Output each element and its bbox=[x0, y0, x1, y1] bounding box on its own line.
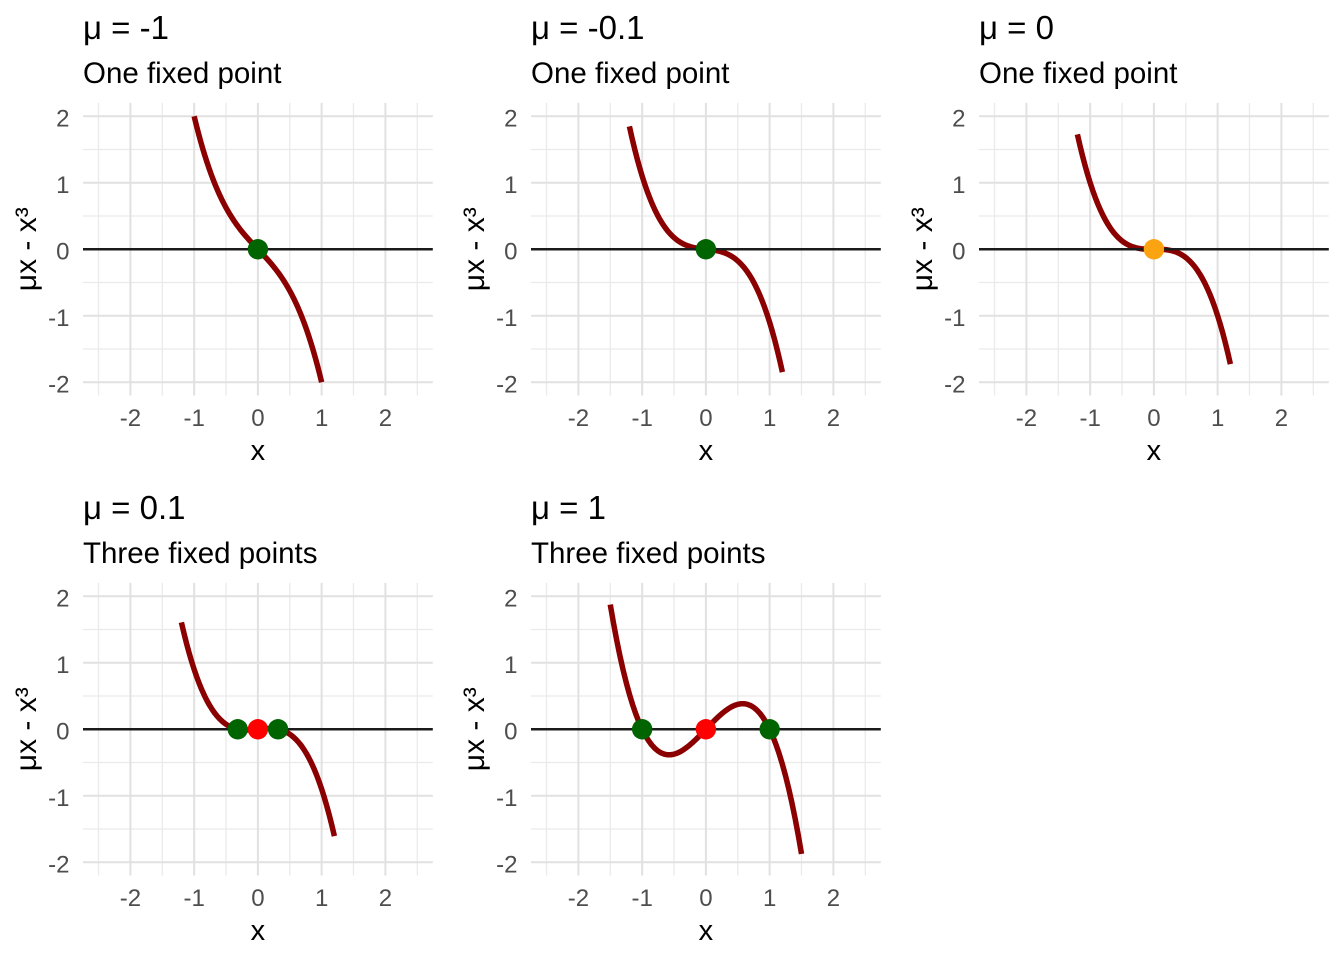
svg-text:x: x bbox=[699, 435, 714, 467]
svg-text:-1: -1 bbox=[631, 405, 652, 432]
svg-text:-2: -2 bbox=[48, 852, 69, 879]
svg-text:μ = -1: μ = -1 bbox=[83, 9, 169, 46]
svg-text:x: x bbox=[699, 915, 714, 947]
svg-text:0: 0 bbox=[56, 239, 69, 266]
svg-text:-1: -1 bbox=[1079, 405, 1100, 432]
svg-text:-1: -1 bbox=[496, 305, 517, 332]
svg-text:-2: -2 bbox=[496, 852, 517, 879]
svg-text:μx - x³: μx - x³ bbox=[458, 687, 491, 771]
svg-text:-2: -2 bbox=[568, 405, 589, 432]
svg-text:1: 1 bbox=[56, 172, 69, 199]
svg-text:2: 2 bbox=[379, 885, 392, 912]
svg-text:Three fixed points: Three fixed points bbox=[83, 537, 318, 570]
svg-text:2: 2 bbox=[56, 106, 69, 133]
svg-text:0: 0 bbox=[251, 885, 264, 912]
svg-text:-1: -1 bbox=[496, 785, 517, 812]
svg-text:-1: -1 bbox=[183, 405, 204, 432]
svg-text:x: x bbox=[251, 435, 266, 467]
svg-text:μx - x³: μx - x³ bbox=[10, 207, 43, 291]
svg-text:μ = 0.1: μ = 0.1 bbox=[83, 489, 186, 526]
svg-text:x: x bbox=[251, 915, 266, 947]
svg-text:μ = -0.1: μ = -0.1 bbox=[531, 9, 645, 46]
svg-text:μx - x³: μx - x³ bbox=[906, 207, 939, 291]
svg-text:1: 1 bbox=[315, 405, 328, 432]
svg-text:0: 0 bbox=[1147, 405, 1160, 432]
svg-text:-1: -1 bbox=[183, 885, 204, 912]
svg-text:0: 0 bbox=[251, 405, 264, 432]
svg-text:0: 0 bbox=[504, 719, 517, 746]
svg-text:-2: -2 bbox=[120, 885, 141, 912]
svg-text:0: 0 bbox=[504, 239, 517, 266]
svg-text:2: 2 bbox=[504, 586, 517, 613]
svg-text:Three fixed points: Three fixed points bbox=[531, 537, 766, 570]
svg-text:One fixed point: One fixed point bbox=[83, 57, 281, 90]
svg-text:-2: -2 bbox=[120, 405, 141, 432]
svg-text:1: 1 bbox=[315, 885, 328, 912]
svg-text:0: 0 bbox=[56, 719, 69, 746]
svg-text:2: 2 bbox=[827, 405, 840, 432]
svg-text:0: 0 bbox=[699, 405, 712, 432]
svg-text:2: 2 bbox=[952, 106, 965, 133]
svg-text:2: 2 bbox=[1275, 405, 1288, 432]
svg-text:μ = 1: μ = 1 bbox=[531, 489, 606, 526]
svg-text:-2: -2 bbox=[48, 372, 69, 399]
svg-text:-2: -2 bbox=[1016, 405, 1037, 432]
svg-text:-2: -2 bbox=[568, 885, 589, 912]
svg-text:One fixed point: One fixed point bbox=[979, 57, 1177, 90]
svg-text:1: 1 bbox=[1211, 405, 1224, 432]
svg-text:1: 1 bbox=[504, 172, 517, 199]
svg-text:-1: -1 bbox=[48, 305, 69, 332]
svg-text:μx - x³: μx - x³ bbox=[10, 687, 43, 771]
svg-text:x: x bbox=[1147, 435, 1162, 467]
svg-text:0: 0 bbox=[952, 239, 965, 266]
svg-text:1: 1 bbox=[504, 652, 517, 679]
svg-text:1: 1 bbox=[952, 172, 965, 199]
svg-text:1: 1 bbox=[763, 405, 776, 432]
svg-text:1: 1 bbox=[763, 885, 776, 912]
svg-text:2: 2 bbox=[827, 885, 840, 912]
svg-text:-2: -2 bbox=[496, 372, 517, 399]
svg-text:-1: -1 bbox=[48, 785, 69, 812]
svg-text:1: 1 bbox=[56, 652, 69, 679]
svg-text:One fixed point: One fixed point bbox=[531, 57, 729, 90]
svg-text:0: 0 bbox=[699, 885, 712, 912]
svg-text:2: 2 bbox=[379, 405, 392, 432]
svg-text:μ = 0: μ = 0 bbox=[979, 9, 1054, 46]
svg-text:-2: -2 bbox=[944, 372, 965, 399]
svg-text:2: 2 bbox=[56, 586, 69, 613]
svg-text:2: 2 bbox=[504, 106, 517, 133]
svg-text:μx - x³: μx - x³ bbox=[458, 207, 491, 291]
svg-text:-1: -1 bbox=[944, 305, 965, 332]
svg-text:-1: -1 bbox=[631, 885, 652, 912]
